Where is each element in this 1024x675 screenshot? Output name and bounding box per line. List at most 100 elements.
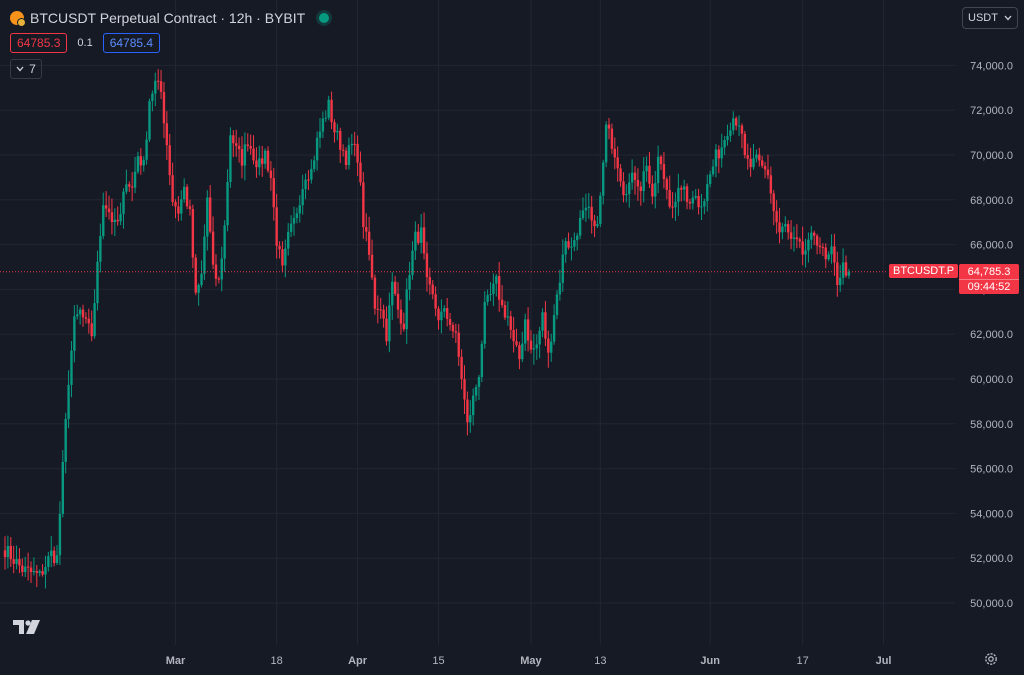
candle-body <box>171 175 174 202</box>
candle-body <box>599 195 602 225</box>
candle-body <box>18 559 21 566</box>
candle-body <box>411 250 414 276</box>
candle-body <box>148 101 151 140</box>
candle-body <box>223 225 226 259</box>
candle-body <box>125 184 128 192</box>
candle-body <box>26 566 30 568</box>
candle-body <box>41 571 44 575</box>
time-tick-label: Jul <box>876 655 892 667</box>
candle-body <box>561 254 564 283</box>
bar-countdown: 09:44:52 <box>959 279 1019 294</box>
time-tick-label: 15 <box>432 655 444 667</box>
candle-body <box>373 277 377 309</box>
candle-body <box>642 171 645 192</box>
candle-body <box>509 316 512 330</box>
candle-body <box>815 235 819 246</box>
candle-body <box>665 179 669 190</box>
candle-body <box>570 246 573 248</box>
candle-body <box>321 118 325 132</box>
candle-body <box>711 166 715 175</box>
candle-body <box>275 207 278 246</box>
candle-body <box>304 179 307 190</box>
candle-body <box>24 566 27 573</box>
candle-body <box>133 171 137 188</box>
candle-body <box>139 156 143 166</box>
indicators-toggle-button[interactable]: 7 <box>10 59 42 79</box>
candle-body <box>278 245 281 250</box>
candle-body <box>457 332 460 357</box>
candle-body <box>781 226 784 233</box>
candle-body <box>474 386 478 396</box>
candle-body <box>639 186 642 192</box>
chart-legend-header: BTCUSDT Perpetual Contract · 12h · BYBIT <box>10 8 330 28</box>
candle-body <box>428 277 432 285</box>
buy-price-button[interactable]: 64785.4 <box>102 33 161 53</box>
candle-body <box>544 312 547 339</box>
candle-body <box>211 231 215 265</box>
candle-body <box>70 350 73 385</box>
symbol-title[interactable]: BTCUSDT Perpetual Contract · 12h · BYBIT <box>30 10 306 26</box>
candle-body <box>659 156 663 165</box>
candle-body <box>78 309 82 315</box>
indicator-count: 7 <box>29 62 36 76</box>
chevron-down-icon <box>1004 15 1012 21</box>
time-axis[interactable]: Mar 18 Apr 15 May 13 Jun 17 Jul <box>166 655 892 667</box>
candle-body <box>847 271 851 276</box>
candle-body <box>261 158 264 164</box>
candle-body <box>55 555 59 563</box>
currency-select[interactable]: USDT <box>962 7 1018 29</box>
market-open-dot-icon[interactable] <box>319 13 330 23</box>
candle-body <box>547 338 550 353</box>
candle-body <box>249 145 252 149</box>
candle-body <box>766 169 770 176</box>
candle-body <box>737 125 741 127</box>
candle-body <box>567 241 570 248</box>
candle-body <box>830 246 833 255</box>
candle-body <box>636 179 640 187</box>
candle-body <box>6 546 10 558</box>
candle-body <box>662 164 666 180</box>
price-tick-label: 60,000.0 <box>970 374 1013 386</box>
candle-body <box>145 139 148 160</box>
candle-body <box>165 123 169 146</box>
candle-body <box>191 209 195 258</box>
candle-body <box>555 294 559 315</box>
candle-body <box>801 241 804 255</box>
candle-body <box>298 205 301 214</box>
candle-body <box>61 461 64 514</box>
candle-body <box>607 124 611 129</box>
candle-body <box>370 254 374 278</box>
candle-body <box>630 172 634 183</box>
candle-body <box>419 227 423 243</box>
candle-body <box>226 181 229 226</box>
candle-body <box>310 168 313 180</box>
candle-body <box>674 201 677 208</box>
candle-body <box>564 241 567 255</box>
candle-body <box>408 275 411 290</box>
last-price-symbol-label: BTCUSDT.P <box>889 264 959 278</box>
candle-body <box>379 309 382 311</box>
gear-icon[interactable] <box>983 651 999 667</box>
candle-body <box>168 145 171 176</box>
candle-body <box>651 183 654 197</box>
candle-body <box>703 201 706 207</box>
candle-body <box>142 159 145 166</box>
price-tick-label: 72,000.0 <box>970 105 1013 117</box>
candle-body <box>414 231 417 251</box>
price-axis[interactable]: 50,000.0 52,000.0 54,000.0 56,000.0 58,000.0… <box>970 60 1013 610</box>
candle-body <box>469 415 472 423</box>
sell-price-button[interactable]: 64785.3 <box>10 33 68 53</box>
candle-body <box>610 128 614 149</box>
time-tick-label: May <box>520 655 542 667</box>
candle-body <box>208 197 212 232</box>
candle-body <box>284 248 287 266</box>
candle-body <box>203 236 206 274</box>
price-tick-label: 54,000.0 <box>970 508 1013 520</box>
tradingview-logo-icon[interactable] <box>13 620 41 634</box>
candle-body <box>182 186 186 200</box>
price-tick-label: 74,000.0 <box>970 60 1013 72</box>
bitcoin-coin-icon[interactable] <box>10 11 26 27</box>
candle-body <box>784 224 787 227</box>
candle-body <box>772 193 775 212</box>
